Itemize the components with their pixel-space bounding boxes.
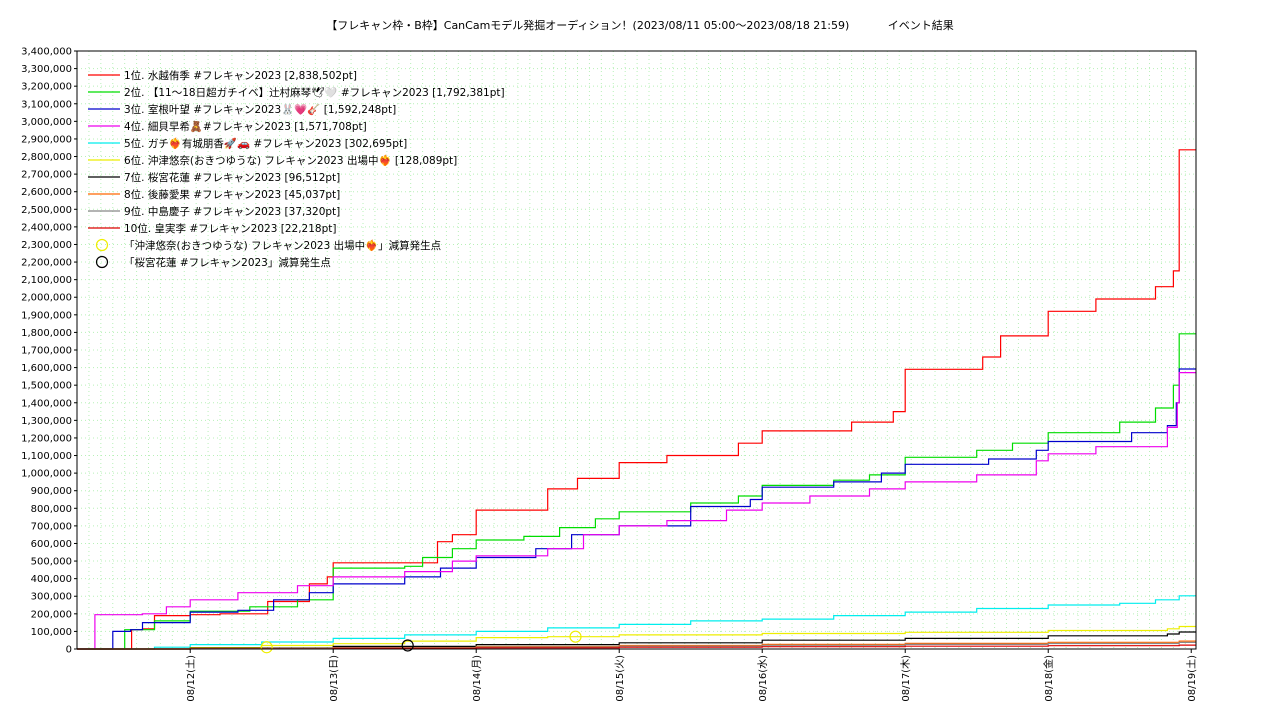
legend-label: 6位. 沖津悠奈(おきつゆうな) フレキャン2023 出場中❤️‍🔥 [128,… bbox=[124, 154, 457, 167]
y-tick-label: 2,900,000 bbox=[21, 134, 72, 145]
legend-label: 「桜宮花蓮 #フレキャン2023」減算発生点 bbox=[124, 256, 331, 269]
legend-label: 2位. 【11〜18日超ガチイベ】辻村麻琴🕊🤍 #フレキャン2023 [1,79… bbox=[124, 86, 505, 99]
y-tick-label: 600,000 bbox=[31, 539, 72, 550]
legend-label: 「沖津悠奈(おきつゆうな) フレキャン2023 出場中❤️‍🔥」減算発生点 bbox=[124, 239, 441, 252]
marker-point-2 bbox=[401, 639, 414, 652]
legend-marker bbox=[95, 255, 109, 269]
y-tick-label: 2,500,000 bbox=[21, 205, 72, 216]
series-line-2 bbox=[77, 333, 1196, 650]
y-tick-label: 1,200,000 bbox=[21, 433, 72, 444]
y-tick-label: 900,000 bbox=[31, 486, 72, 497]
y-tick-label: 500,000 bbox=[31, 557, 72, 568]
marker-point-1 bbox=[260, 641, 273, 654]
y-tick-label: 2,400,000 bbox=[21, 222, 72, 233]
y-tick-label: 3,200,000 bbox=[21, 82, 72, 93]
series-line-5 bbox=[77, 595, 1196, 650]
x-tick-label: 08/18(金) bbox=[1042, 655, 1055, 702]
axes: 0 100,000 200,000 300,000 400,000 500,000 600,… bbox=[21, 47, 1198, 702]
legend-label: 8位. 後藤愛果 #フレキャン2023 [45,037pt] bbox=[124, 188, 340, 201]
y-tick-label: 800,000 bbox=[31, 504, 72, 515]
legend-marker bbox=[95, 238, 109, 252]
legend-label: 1位. 水越侑季 #フレキャン2023 [2,838,502pt] bbox=[124, 69, 357, 82]
series-line-4 bbox=[77, 372, 1196, 650]
y-tick-label: 2,800,000 bbox=[21, 152, 72, 163]
legend-label: 10位. 皇実李 #フレキャン2023 [22,218pt] bbox=[124, 222, 336, 235]
legend-label: 4位. 細貝早希🧸#フレキャン2023 [1,571,708pt] bbox=[124, 120, 367, 133]
legend-label: 5位. ガチ❤️‍🔥有城朋香🚀🚗 #フレキャン2023 [302,695pt] bbox=[124, 137, 407, 150]
y-tick-label: 200,000 bbox=[31, 609, 72, 620]
series-line-1 bbox=[77, 149, 1196, 650]
y-tick-label: 300,000 bbox=[31, 592, 72, 603]
y-tick-label: 2,000,000 bbox=[21, 293, 72, 304]
y-tick-label: 2,700,000 bbox=[21, 170, 72, 181]
x-tick-label: 08/16(水) bbox=[757, 655, 769, 702]
y-tick-label: 3,000,000 bbox=[21, 117, 72, 128]
y-tick-label: 1,900,000 bbox=[21, 310, 72, 321]
y-tick-label: 700,000 bbox=[31, 521, 72, 532]
y-tick-label: 1,000,000 bbox=[21, 469, 72, 480]
marker-point-1 bbox=[569, 630, 582, 643]
y-tick-label: 3,400,000 bbox=[21, 47, 72, 58]
x-tick-label: 08/13(日) bbox=[329, 655, 340, 702]
y-tick-label: 1,700,000 bbox=[21, 346, 72, 357]
marker-points bbox=[260, 630, 582, 654]
y-tick-label: 1,600,000 bbox=[21, 363, 72, 374]
y-tick-label: 2,200,000 bbox=[21, 258, 72, 269]
y-tick-label: 1,500,000 bbox=[21, 381, 72, 392]
y-tick-label: 3,100,000 bbox=[21, 99, 72, 110]
y-tick-label: 2,300,000 bbox=[21, 240, 72, 251]
x-tick-label: 08/19(土) bbox=[1185, 655, 1198, 702]
y-tick-label: 1,100,000 bbox=[21, 451, 72, 462]
x-tick-label: 08/17(木) bbox=[900, 655, 912, 702]
y-tick-label: 0 bbox=[66, 645, 72, 656]
series-line-6 bbox=[77, 625, 1196, 650]
y-tick-label: 1,400,000 bbox=[21, 398, 72, 409]
y-tick-label: 1,300,000 bbox=[21, 416, 72, 427]
legend-label: 3位. 室根叶望 #フレキャン2023🐰💗🎸 [1,592,248pt] bbox=[124, 103, 396, 116]
y-tick-label: 2,100,000 bbox=[21, 275, 72, 286]
x-tick-label: 08/15(火) bbox=[614, 655, 626, 702]
x-tick-label: 08/12(土) bbox=[184, 655, 197, 702]
y-tick-label: 3,300,000 bbox=[21, 64, 72, 75]
legend: 1位. 水越侑季 #フレキャン2023 [2,838,502pt] 2位. 【11… bbox=[88, 69, 505, 269]
y-tick-label: 100,000 bbox=[31, 627, 72, 638]
legend-label: 9位. 中島慶子 #フレキャン2023 [37,320pt] bbox=[124, 205, 340, 218]
legend-label: 7位. 桜宮花蓮 #フレキャン2023 [96,512pt] bbox=[124, 171, 340, 184]
y-tick-label: 1,800,000 bbox=[21, 328, 72, 339]
x-tick-label: 08/14(月) bbox=[471, 655, 483, 702]
series-line-3 bbox=[77, 368, 1196, 650]
chart-title: 【フレキャン枠・B枠】CanCamモデル発掘オーディション！(2023/08/1… bbox=[326, 19, 954, 32]
y-tick-label: 2,600,000 bbox=[21, 187, 72, 198]
y-tick-label: 400,000 bbox=[31, 574, 72, 585]
